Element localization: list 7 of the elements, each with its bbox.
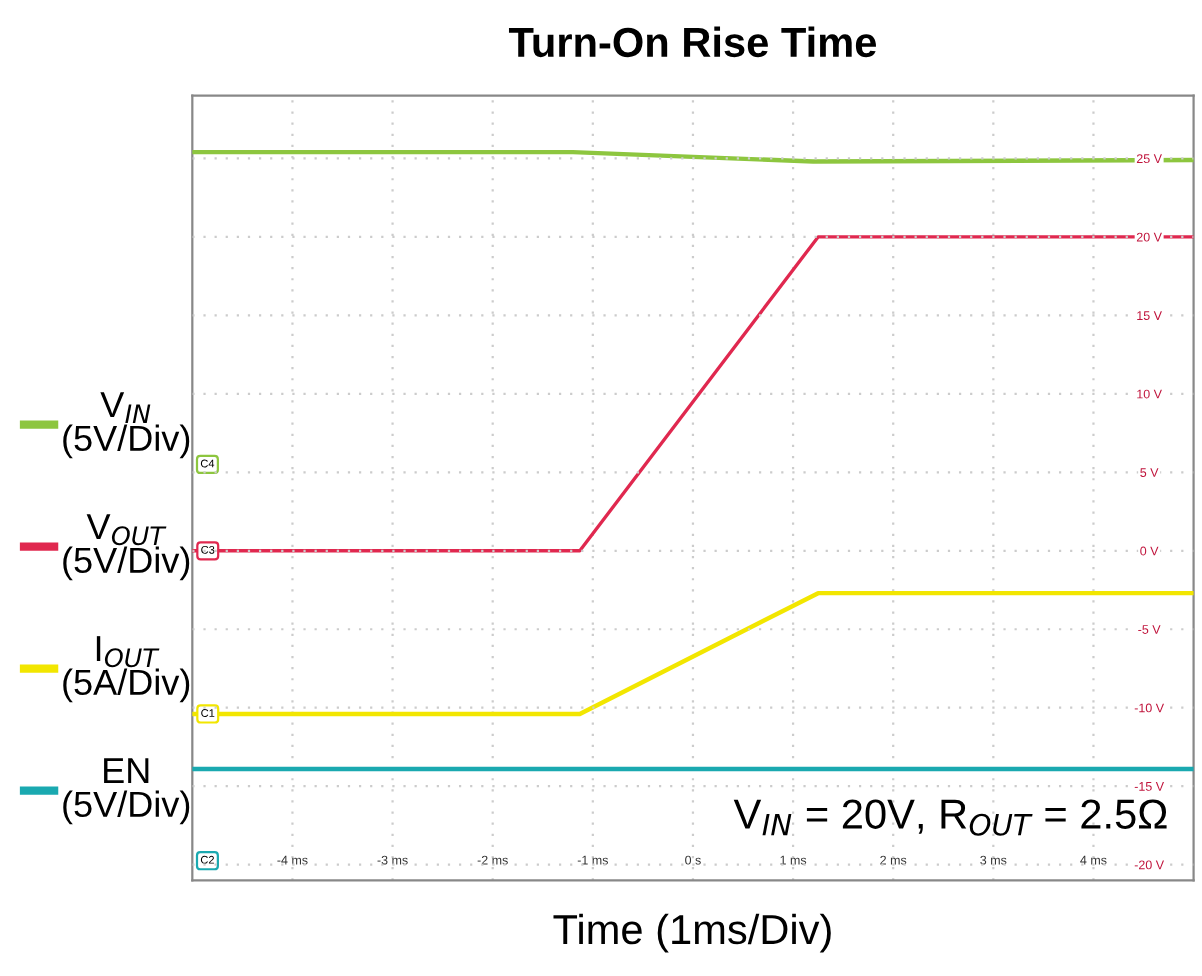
legend-label: I$_{OUT}$ (5A/Div) [63, 636, 190, 703]
legend-label: EN (5V/Div) [63, 758, 190, 825]
annotation: V$_{IN}$ = 20V, R$_{OUT}$ = 2.5Ω [733, 799, 1167, 836]
x-axis-title: Time (1ms/Div) [553, 913, 831, 953]
legend-label: V$_{OUT}$ (5V/Div) [63, 514, 190, 581]
chart-title: Turn-On Rise Time [508, 26, 876, 58]
legend-label: V$_{IN}$ (5V/Div) [63, 392, 190, 459]
